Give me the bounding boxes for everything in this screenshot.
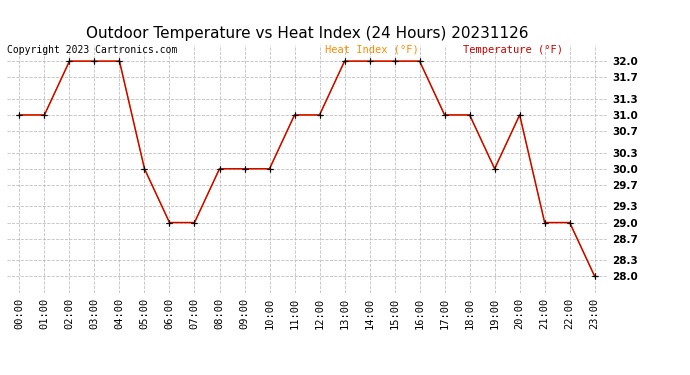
Text: Heat Index (°F): Heat Index (°F) xyxy=(325,45,419,55)
Text: Temperature (°F): Temperature (°F) xyxy=(463,45,563,55)
Title: Outdoor Temperature vs Heat Index (24 Hours) 20231126: Outdoor Temperature vs Heat Index (24 Ho… xyxy=(86,26,529,41)
Text: Copyright 2023 Cartronics.com: Copyright 2023 Cartronics.com xyxy=(7,45,177,55)
